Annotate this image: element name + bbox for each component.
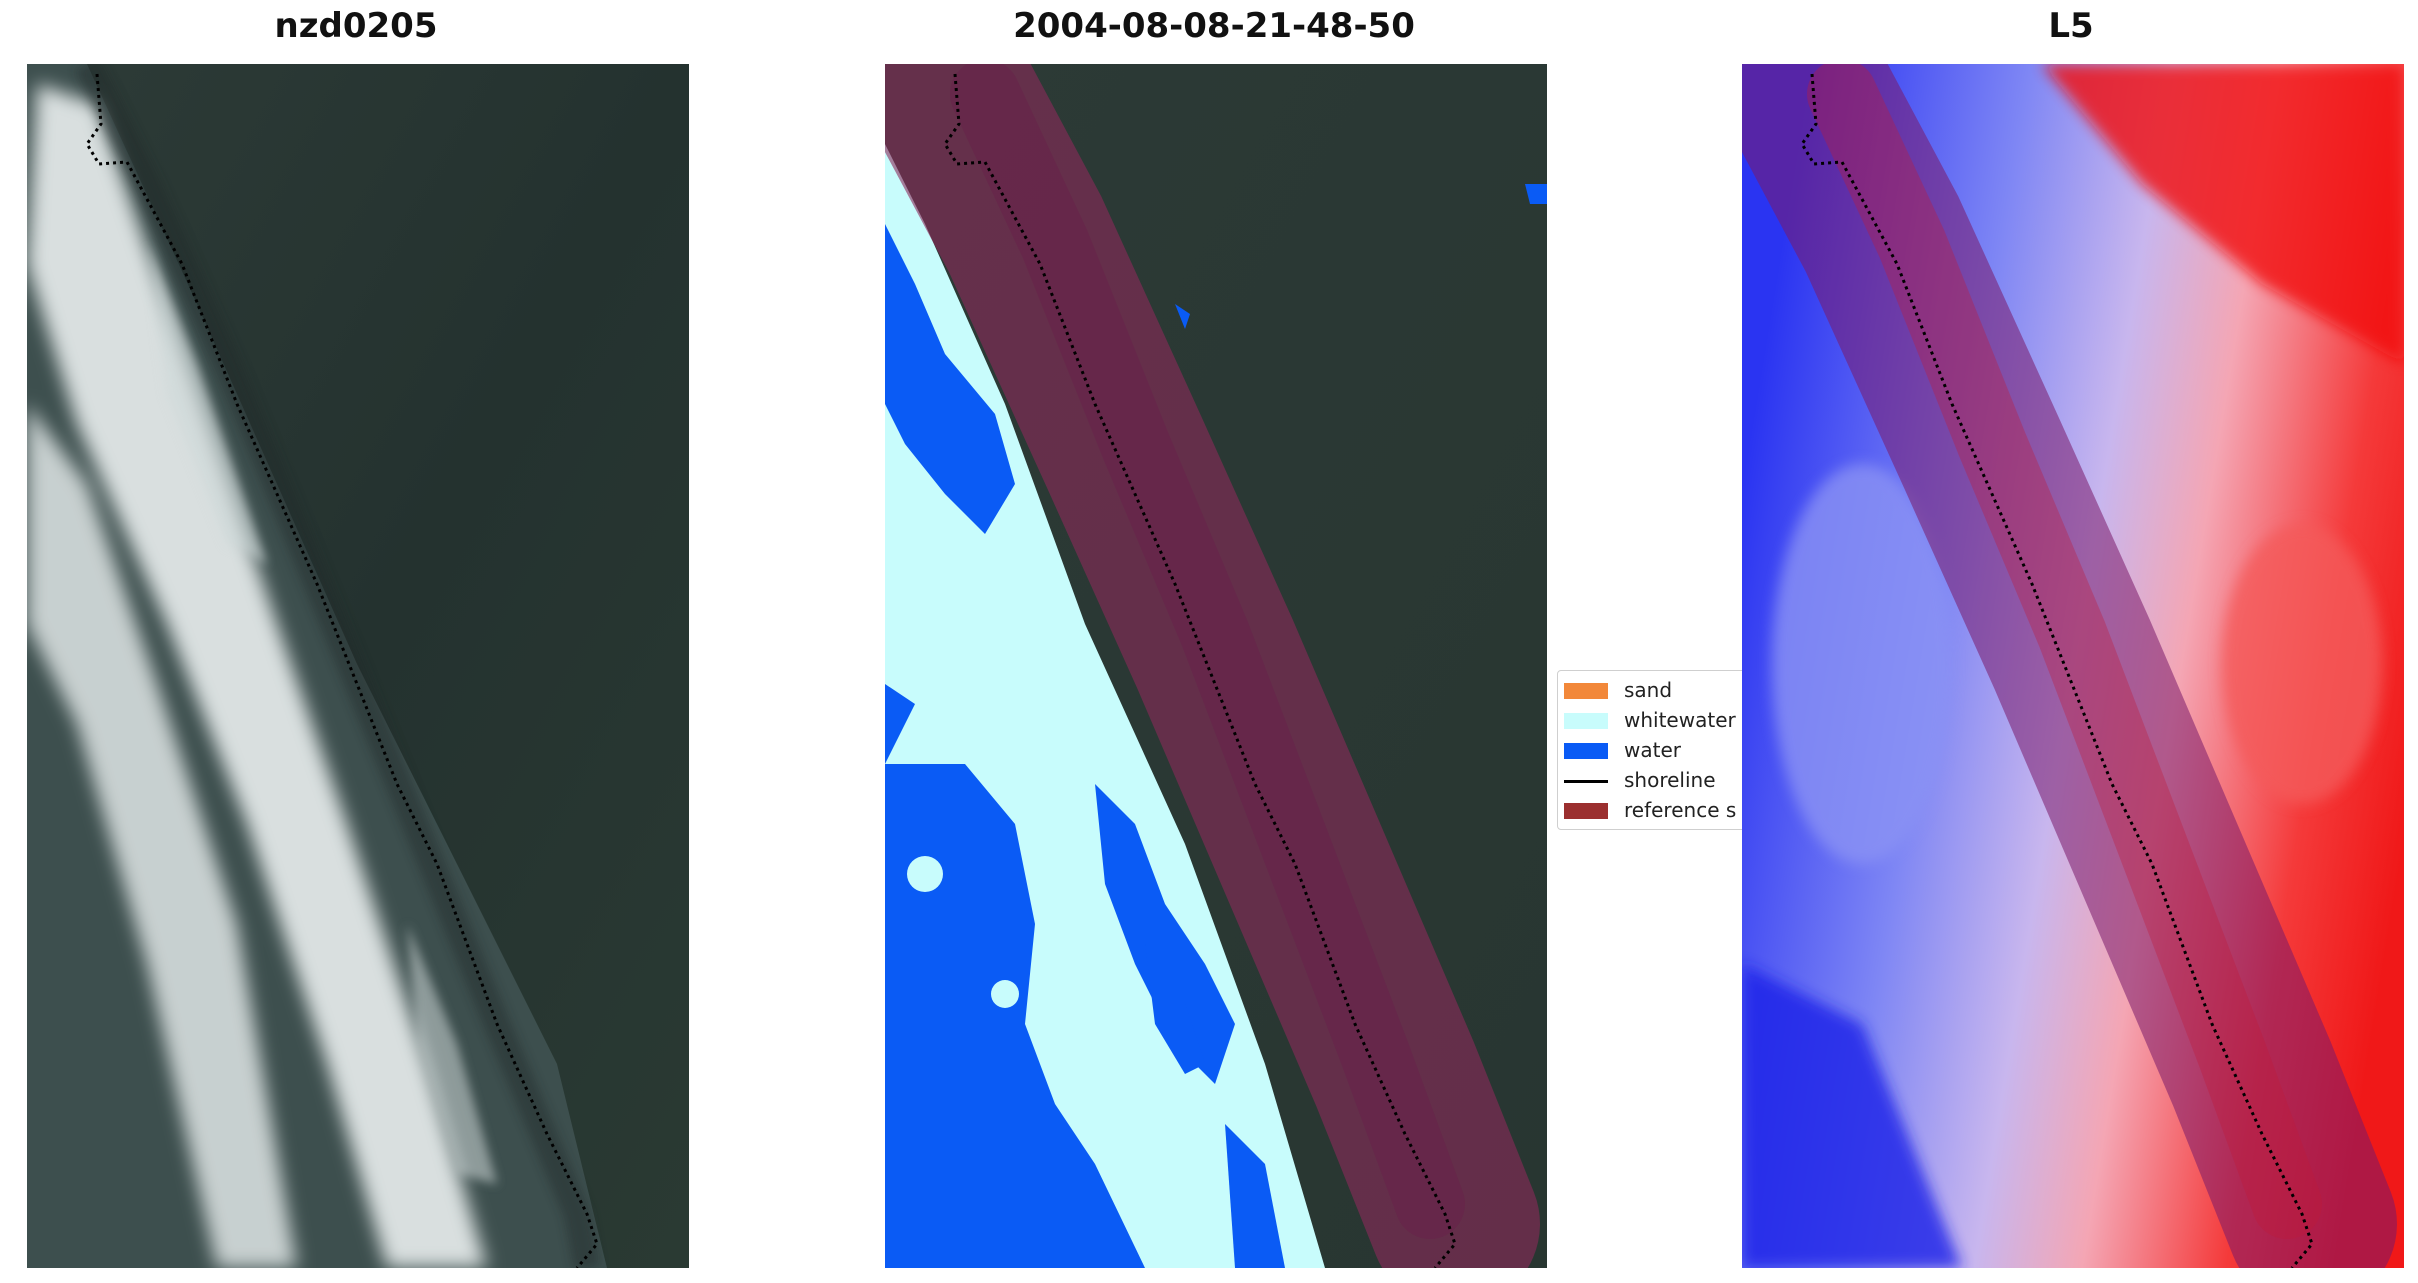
legend-label: reference s bbox=[1624, 798, 1737, 822]
legend-item-sand: sand bbox=[1558, 675, 1748, 705]
legend-label: sand bbox=[1624, 678, 1673, 702]
legend-label: shoreline bbox=[1624, 768, 1716, 792]
reference-buffer bbox=[885, 64, 1540, 1268]
reference-buffer bbox=[1742, 64, 2397, 1268]
panel-title-rgb: nzd0205 bbox=[274, 6, 438, 46]
legend-item-water: water bbox=[1558, 735, 1748, 765]
panel-title-index: L5 bbox=[2048, 6, 2094, 46]
surf-band bbox=[27, 84, 487, 1268]
legend-item-shoreline: shoreline bbox=[1558, 765, 1748, 795]
index-image-panel bbox=[1742, 64, 2404, 1268]
legend: sand whitewater water shoreline referenc… bbox=[1557, 670, 1749, 830]
legend-item-reference: reference s bbox=[1558, 795, 1748, 825]
legend-swatch bbox=[1564, 713, 1608, 729]
legend-label: water bbox=[1624, 738, 1681, 762]
shoreline bbox=[85, 73, 599, 1268]
rgb-image-panel bbox=[27, 64, 689, 1268]
legend-line bbox=[1564, 780, 1608, 783]
legend-swatch bbox=[1564, 803, 1608, 819]
legend-item-whitewater: whitewater bbox=[1558, 705, 1748, 735]
shoreline bbox=[943, 73, 1457, 1268]
shoreline bbox=[1800, 73, 2314, 1268]
legend-swatch bbox=[1564, 743, 1608, 759]
classified-image-panel bbox=[885, 64, 1547, 1268]
water-class-area bbox=[885, 184, 1547, 1268]
legend-label: whitewater bbox=[1624, 708, 1736, 732]
panel-title-classified: 2004-08-08-21-48-50 bbox=[1013, 6, 1415, 46]
legend-swatch bbox=[1564, 683, 1608, 699]
